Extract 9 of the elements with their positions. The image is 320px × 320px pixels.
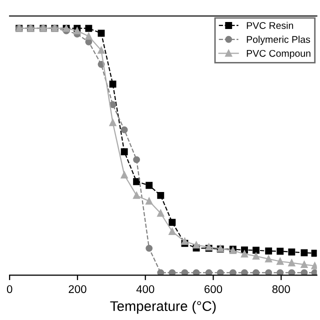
legend-label: PVC Resin: [246, 22, 294, 29]
x-tick-label: 400: [136, 285, 154, 294]
x-tick-label: 200: [68, 285, 86, 294]
legend-label: Polymeric Plas: [246, 36, 310, 45]
x-tick-label: 0: [6, 285, 12, 294]
x-tick-label: 800: [272, 285, 290, 294]
x-tick-label: 600: [204, 285, 222, 294]
legend-label: PVC Compoun: [246, 50, 310, 59]
x-axis-title: Temperature (°C): [110, 300, 216, 314]
